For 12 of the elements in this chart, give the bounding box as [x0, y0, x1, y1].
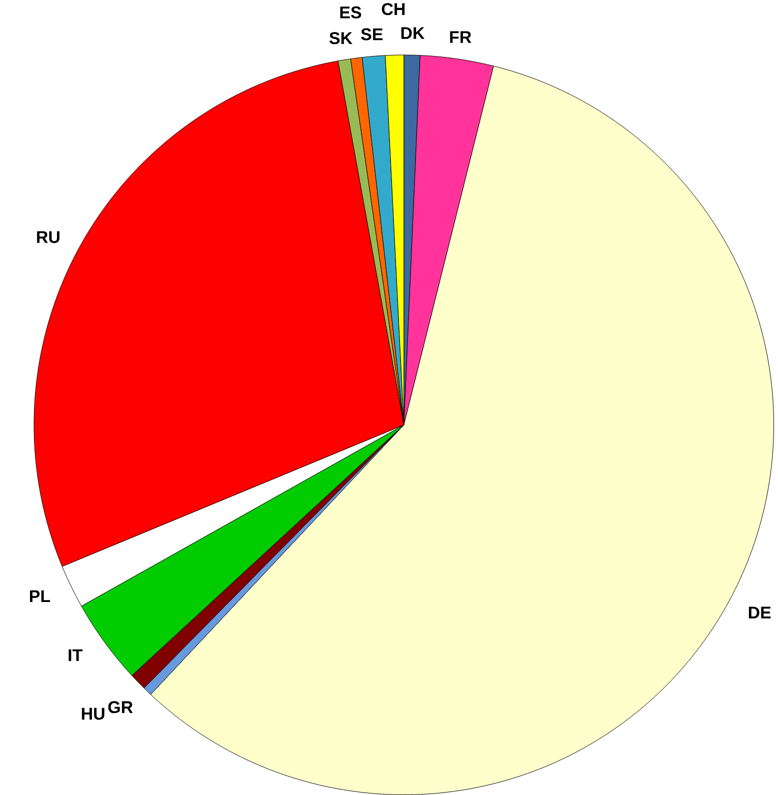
slice-label: DK: [401, 27, 425, 39]
slice-label: GR: [108, 701, 133, 714]
slice-label: SE: [361, 28, 383, 40]
slice-label: SK: [330, 32, 353, 44]
slice-label: DE: [749, 606, 771, 618]
slice-label: PL: [30, 590, 50, 602]
slice-label: HU: [82, 708, 104, 720]
slice-label: CH: [382, 3, 405, 16]
slice-label: ES: [340, 6, 362, 18]
slice-label: RU: [37, 231, 60, 244]
slice-label: IT: [68, 649, 83, 662]
slice-label: FR: [450, 31, 472, 43]
